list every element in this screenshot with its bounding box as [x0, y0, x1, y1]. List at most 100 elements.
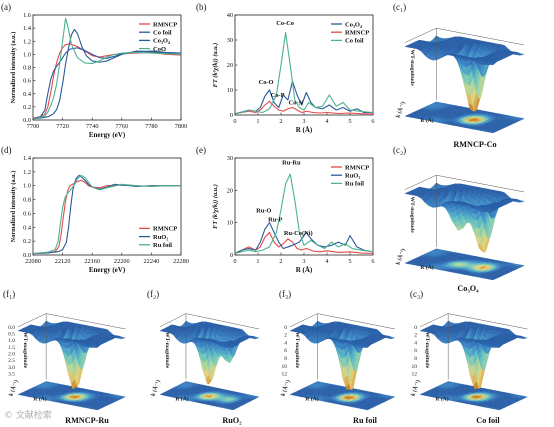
legend-label: RuO₂ [153, 234, 168, 241]
y-tick-label: 0.0 [23, 117, 31, 124]
axis-edge [404, 174, 437, 190]
y-tick-label: 1.2 [23, 169, 31, 176]
y-tick-label: 1.4 [23, 155, 32, 162]
panel-label-d: (d) [1, 145, 12, 155]
x-tick-label: 22280 [173, 258, 189, 265]
z-tick-label: 0.5 [8, 331, 15, 337]
series-line-rmncp [235, 100, 373, 115]
y-tick-label: 1.2 [23, 38, 31, 45]
floor-cell [488, 278, 495, 281]
z-tick-label: 1.0 [8, 338, 15, 344]
k-axis-label: k (Å⁻¹) [393, 100, 406, 119]
x-axis-label: Energy (eV) [89, 131, 126, 139]
panel-caption: RMNCP-Co [453, 140, 496, 149]
x-axis-label: R (Å) [296, 126, 313, 134]
x-tick-label: 7700 [27, 123, 40, 130]
axis-edge [404, 27, 437, 43]
series-line-coo [33, 17, 181, 120]
panel-c1: WT-magnitude k (Å⁻¹) R (Å) RMNCP-Co [393, 27, 525, 149]
x-tick-label: 0 [233, 258, 236, 265]
z-tick-label: 3.5 [8, 372, 15, 378]
legend-label: Co foil [153, 30, 172, 37]
series-line-co-o- [235, 80, 373, 115]
annotation-label: Co-N [289, 100, 304, 107]
y-tick-label: 0.4 [23, 91, 32, 98]
annotation-label: Ru-O [256, 207, 271, 214]
x-axis-label: R (Å) [296, 266, 313, 274]
x-tick-label: 22080 [25, 258, 41, 265]
panel-label-c2: (c₂) [393, 145, 406, 155]
series-line-co-foil [33, 47, 181, 120]
k-axis-label: k (Å⁻¹) [393, 247, 406, 266]
y-tick-label: 0 [230, 252, 233, 259]
y-tick-label: 0.8 [23, 197, 31, 204]
series-line-ruo- [33, 174, 181, 255]
legend-label: RMNCP [345, 30, 369, 37]
y-tick-label: 0 [230, 112, 233, 119]
legend-label: Co₃O₄ [153, 38, 170, 45]
panel-caption: RMNCP-Ru [65, 416, 109, 425]
y-tick-label: 0.8 [23, 65, 31, 72]
series-line-ru-foil [235, 173, 373, 254]
y-tick-label: 0.6 [23, 210, 31, 217]
axis-edge [436, 174, 525, 193]
panel-caption: Co₃O₄ [457, 284, 479, 293]
y-axis-label: Normalized intensity (a.u.) [10, 171, 17, 243]
y-tick-label: 40 [227, 12, 233, 19]
series-line-rmncp [235, 231, 373, 254]
panel-label-f2: (f₂) [147, 289, 159, 299]
z-tick-label: 0.0 [8, 325, 15, 331]
x-tick-label: 22200 [114, 258, 130, 265]
surface-cell [488, 62, 495, 66]
y-tick-label: 1.6 [23, 12, 31, 19]
z-tick-label: 1.5 [8, 345, 15, 351]
panel-label-e: (e) [196, 145, 206, 155]
panel-label-b: (b) [196, 2, 207, 12]
x-tick-label: 7780 [145, 123, 158, 130]
z-axis-label: WT-magnitude [22, 332, 28, 369]
x-tick-label: 6 [371, 258, 374, 265]
r-axis-label: R (Å) [175, 395, 188, 403]
panel-a: 7700 7720 7740 7760 7780 78000.00.20.40.60.81… [10, 12, 187, 139]
panel-caption: RuO₂ [222, 416, 242, 425]
y-tick-label: 1.4 [23, 25, 32, 32]
r-axis-label: R (Å) [420, 263, 433, 271]
y-tick-label: 30 [227, 37, 233, 44]
z-tick-label: 2.5 [8, 358, 15, 364]
z-axis-label: WT-magnitude [409, 50, 415, 87]
legend-label: Co foil [345, 38, 364, 45]
panel-label-c1: (c₁) [393, 2, 406, 12]
y-tick-label: 20 [227, 62, 233, 69]
y-tick-label: 1.0 [23, 51, 31, 58]
annotation-label: Ru-P [268, 217, 282, 224]
panel-label-f1: (f₁) [3, 289, 15, 299]
axis-edge [436, 27, 525, 46]
r-axis-label: R (Å) [33, 395, 46, 403]
z-axis-label: WT-magnitude [164, 332, 170, 369]
axis-edge [17, 313, 47, 328]
x-tick-label: 7740 [86, 123, 99, 130]
y-tick-label: 0.0 [23, 252, 31, 259]
x-tick-label: 22120 [55, 258, 71, 265]
x-tick-label: 22160 [84, 258, 100, 265]
x-tick-label: 6 [371, 118, 374, 125]
series-line-rmncp [33, 43, 181, 119]
r-axis-label: R (Å) [420, 116, 433, 124]
legend-label: RMNCP [153, 21, 177, 28]
y-axis-label: FT (k³χ(k)) (a.u.) [212, 184, 219, 229]
y-tick-label: 20 [227, 187, 233, 194]
legend-label: Ru foil [345, 181, 364, 188]
x-tick-label: 1 [256, 118, 259, 125]
x-tick-label: 2 [279, 118, 282, 125]
annotation-label: Co-O [259, 79, 274, 86]
x-tick-label: 3 [302, 118, 305, 125]
floor-cell [488, 131, 495, 134]
y-tick-label: 30 [227, 155, 233, 162]
y-tick-label: 0.6 [23, 78, 31, 85]
series-line-co-o- [33, 28, 181, 120]
